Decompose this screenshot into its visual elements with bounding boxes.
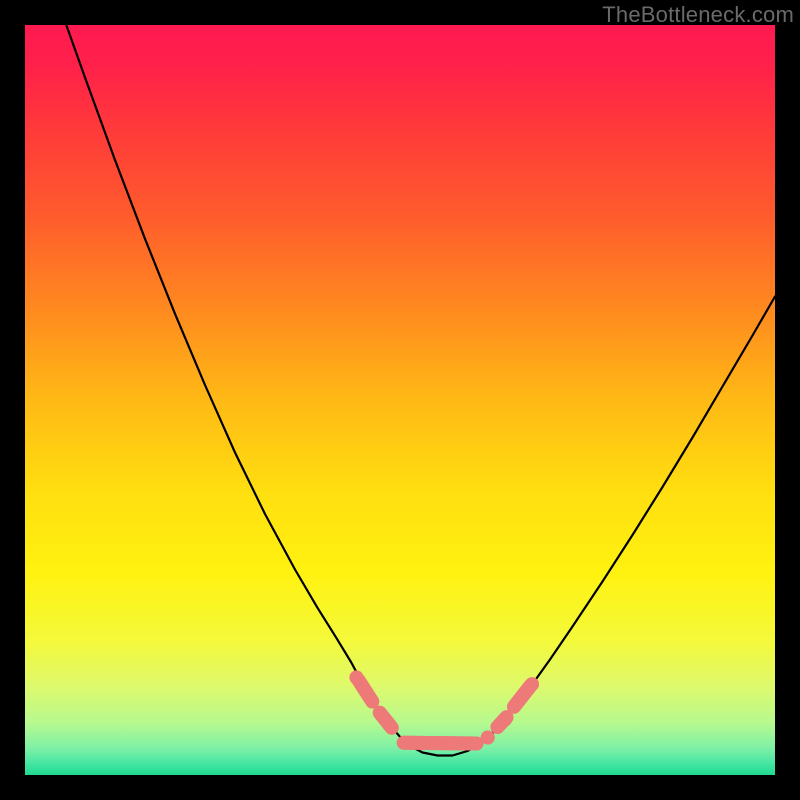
chart-frame: TheBottleneck.com bbox=[0, 0, 800, 800]
bottleneck-curve-chart bbox=[0, 0, 800, 800]
